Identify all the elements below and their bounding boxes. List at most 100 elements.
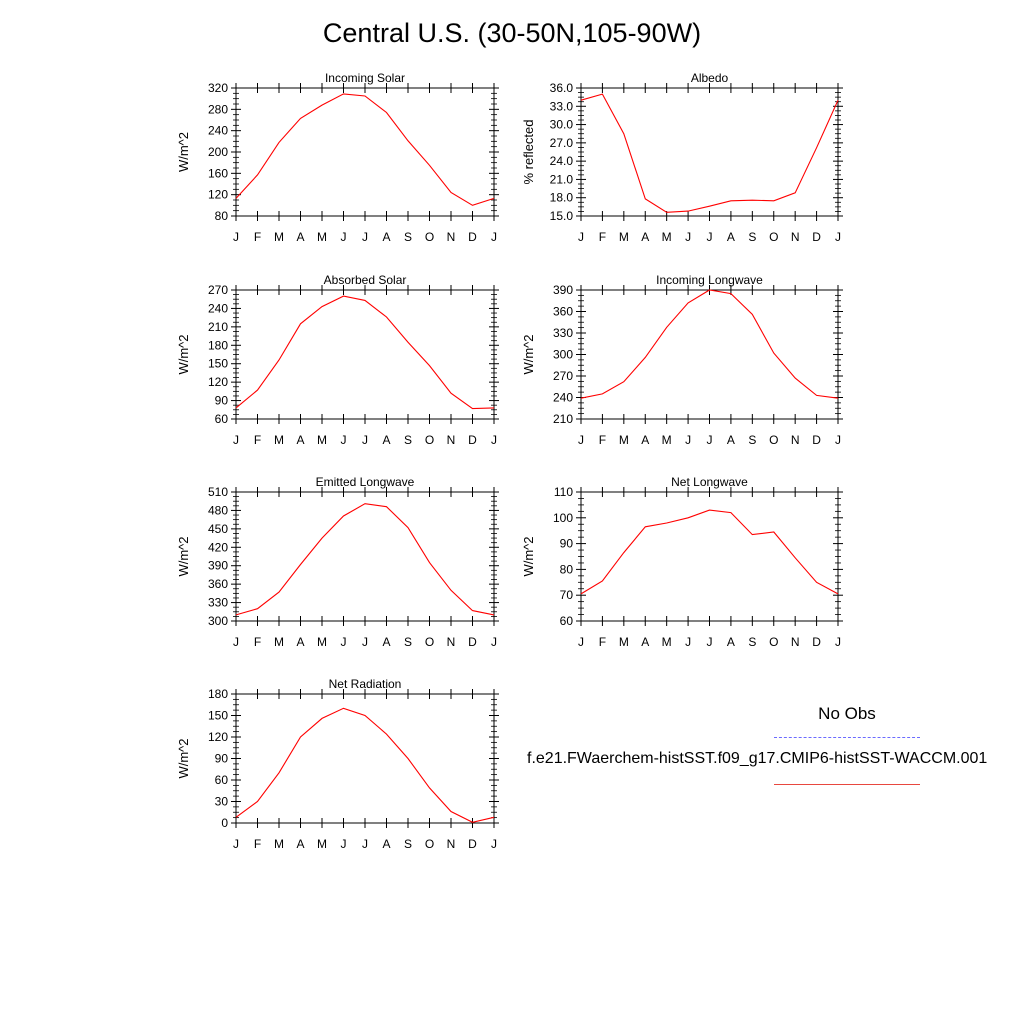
y-tick-label: 300 <box>208 614 228 628</box>
x-tick-label: N <box>447 230 456 244</box>
y-axis-label: W/m^2 <box>521 536 536 576</box>
x-tick-label: N <box>791 433 800 447</box>
y-tick-label: 210 <box>553 412 573 426</box>
x-tick-label: J <box>835 230 841 244</box>
y-tick-label: 210 <box>208 320 228 334</box>
y-tick-label: 240 <box>208 124 228 138</box>
x-tick-label: D <box>812 635 821 649</box>
y-tick-label: 150 <box>208 357 228 371</box>
y-axis-label: W/m^2 <box>521 334 536 374</box>
y-tick-label: 110 <box>554 485 573 499</box>
panel-title: Absorbed Solar <box>324 273 407 287</box>
panel-title: Net Radiation <box>329 677 402 691</box>
y-tick-label: 200 <box>208 145 228 159</box>
x-tick-label: O <box>769 433 778 447</box>
x-tick-label: A <box>727 433 735 447</box>
y-tick-label: 21.0 <box>550 172 574 186</box>
y-tick-label: 330 <box>208 596 228 610</box>
x-tick-label: J <box>362 635 368 649</box>
y-tick-label: 150 <box>208 709 228 723</box>
panel-title: Incoming Longwave <box>656 273 763 287</box>
x-tick-label: A <box>296 635 304 649</box>
x-tick-label: J <box>685 230 691 244</box>
legend-no-obs-label: No Obs <box>818 704 876 723</box>
y-tick-label: 390 <box>553 283 573 297</box>
panel-title: Incoming Solar <box>325 71 405 85</box>
x-tick-label: F <box>254 837 261 851</box>
x-tick-label: J <box>578 230 584 244</box>
x-tick-label: O <box>425 433 434 447</box>
y-tick-label: 24.0 <box>550 154 574 168</box>
y-axis-label: W/m^2 <box>176 536 191 576</box>
y-axis-label: W/m^2 <box>176 132 191 172</box>
y-tick-label: 120 <box>208 730 228 744</box>
y-tick-label: 280 <box>208 102 228 116</box>
x-tick-label: O <box>425 230 434 244</box>
x-tick-label: D <box>468 837 477 851</box>
series-line <box>235 295 495 410</box>
x-tick-label: S <box>404 433 412 447</box>
y-tick-label: 390 <box>208 559 228 573</box>
y-tick-label: 30.0 <box>550 118 574 132</box>
x-tick-label: J <box>341 230 347 244</box>
x-tick-label: J <box>233 433 239 447</box>
panel-title: Albedo <box>691 71 729 85</box>
x-tick-label: J <box>233 230 239 244</box>
panel-4: Emitted Longwave W/m^2 300 330 360 390 420 450 4… <box>176 475 499 649</box>
plot-frame <box>580 491 839 622</box>
y-tick-label: 240 <box>553 391 573 405</box>
y-axis-label: W/m^2 <box>176 738 191 778</box>
x-tick-label: S <box>748 230 756 244</box>
y-tick-label: 90 <box>215 752 229 766</box>
x-tick-label: M <box>662 433 672 447</box>
plot-frame <box>580 87 839 217</box>
x-tick-label: J <box>835 433 841 447</box>
x-tick-label: J <box>491 230 497 244</box>
y-tick-label: 300 <box>553 348 573 362</box>
x-tick-label: S <box>748 433 756 447</box>
x-tick-label: A <box>382 837 390 851</box>
x-tick-label: F <box>599 635 606 649</box>
x-tick-label: F <box>599 230 606 244</box>
y-tick-label: 0 <box>221 816 228 830</box>
y-tick-label: 70 <box>560 588 574 602</box>
x-tick-label: D <box>468 433 477 447</box>
y-tick-label: 320 <box>208 81 228 95</box>
plot-frame <box>235 87 495 217</box>
panel-2: Absorbed Solar W/m^2 60 90 120 150 180 210 240 27… <box>176 273 499 447</box>
x-tick-label: S <box>748 635 756 649</box>
x-tick-label: J <box>707 433 713 447</box>
y-tick-label: 330 <box>553 326 573 340</box>
x-tick-label: J <box>362 433 368 447</box>
x-tick-label: A <box>382 433 390 447</box>
y-tick-label: 18.0 <box>550 191 574 205</box>
y-tick-label: 80 <box>215 209 229 223</box>
x-tick-label: M <box>274 230 284 244</box>
y-tick-label: 160 <box>208 166 228 180</box>
series-line <box>580 509 839 595</box>
x-tick-label: M <box>662 230 672 244</box>
x-tick-label: J <box>341 433 347 447</box>
y-tick-label: 60 <box>215 773 229 787</box>
y-tick-label: 27.0 <box>550 136 574 150</box>
x-tick-label: M <box>662 635 672 649</box>
y-tick-label: 510 <box>208 485 228 499</box>
x-tick-label: A <box>641 230 649 244</box>
x-tick-label: A <box>641 433 649 447</box>
x-tick-label: A <box>296 433 304 447</box>
panel-1: Albedo % reflected 15.0 18.0 21.0 24.0 27.0 30.… <box>521 71 843 244</box>
legend-case-label: f.e21.FWaerchem-histSST.f09_g17.CMIP6-hi… <box>527 750 988 767</box>
x-tick-label: M <box>274 433 284 447</box>
x-tick-label: A <box>382 230 390 244</box>
plot-frame <box>235 693 495 824</box>
y-tick-label: 100 <box>553 511 573 525</box>
x-tick-label: J <box>685 635 691 649</box>
x-tick-label: D <box>812 433 821 447</box>
x-tick-label: A <box>382 635 390 649</box>
panel-3: Incoming Longwave W/m^2 210 240 270 300 330 360… <box>521 273 843 447</box>
x-tick-label: F <box>254 635 261 649</box>
x-tick-label: O <box>769 230 778 244</box>
panel-0: Incoming Solar W/m^2 80 120 160 200 240 280 320 J… <box>176 71 499 244</box>
y-tick-label: 240 <box>208 301 228 315</box>
